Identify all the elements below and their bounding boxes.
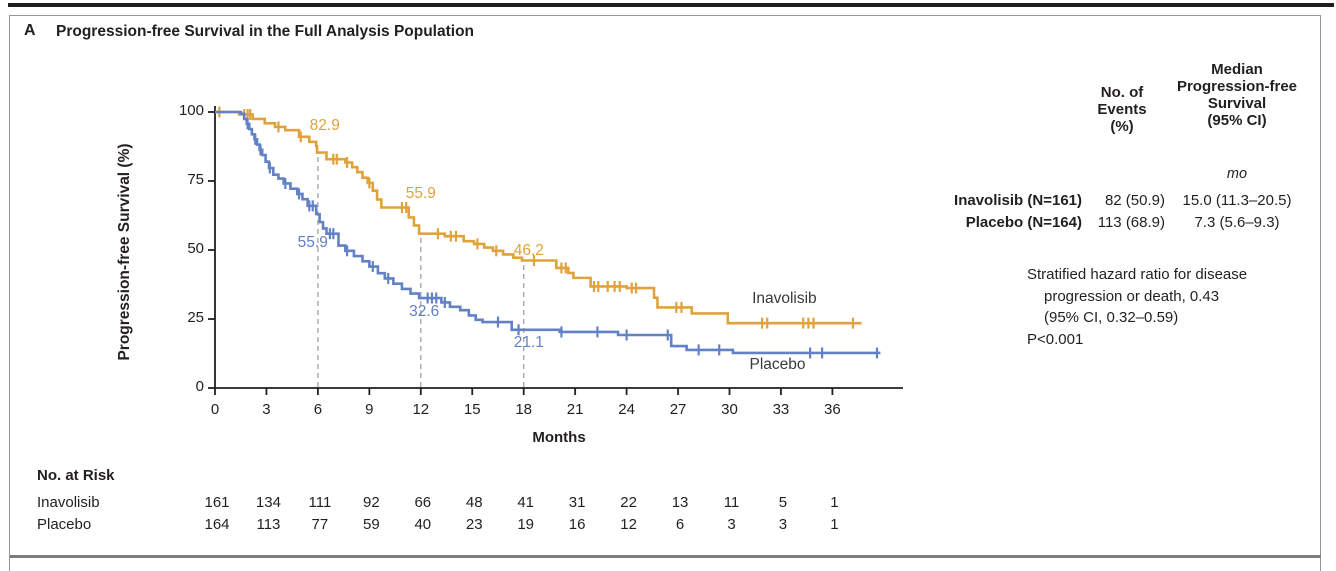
hazard-ratio-block: Stratified hazard ratio for disease prog… [1027, 264, 1327, 350]
top-rule [8, 3, 1334, 7]
summary-row-label: Inavolisib (N=161) [954, 192, 1082, 209]
hazard-ratio-line: progression or death, 0.43 [1044, 287, 1220, 305]
summary-row-labels: Inavolisib (N=161) Placebo (N=164) [930, 190, 1082, 234]
risk-row-label-inavolisib: Inavolisib [37, 494, 100, 511]
y-axis-title: Progression-free Survival (%) [116, 143, 133, 361]
summary-events-value: 82 (50.9) [1104, 192, 1165, 209]
panel-title: Progression-free Survival in the Full An… [56, 23, 475, 40]
section-divider [10, 555, 1321, 558]
header-line: (%) [1110, 118, 1134, 135]
header-line: Survival [1207, 95, 1267, 112]
risk-row-label-placebo: Placebo [37, 516, 92, 533]
summary-median-value: 15.0 (11.3–20.5) [1182, 192, 1292, 209]
summary-col-header-median: Median Progression-free Survival (95% CI… [1155, 61, 1319, 129]
summary-median-values: 15.0 (11.3–20.5) 7.3 (5.6–9.3) [1155, 190, 1319, 234]
x-axis-title: Months [532, 429, 586, 446]
risk-table-title: No. at Risk [37, 467, 115, 484]
summary-col-header-events: No. of Events (%) [1080, 84, 1164, 135]
hazard-ratio-line: (95% CI, 0.32–0.59) [1044, 309, 1179, 326]
hazard-ratio-line: Stratified hazard ratio for disease [1027, 266, 1248, 283]
summary-events-values: 82 (50.9) 113 (68.9) [1080, 190, 1165, 234]
panel-border [9, 15, 1321, 571]
p-value: P<0.001 [1027, 330, 1084, 348]
header-line: No. of [1100, 84, 1144, 101]
header-line: Events [1097, 101, 1147, 118]
unit-label: mo [1226, 166, 1248, 182]
summary-median-value: 7.3 (5.6–9.3) [1194, 214, 1280, 231]
header-line: Progression-free [1176, 78, 1298, 95]
header-line: (95% CI) [1207, 112, 1267, 129]
panel-letter: A [24, 22, 36, 39]
summary-row-label: Placebo (N=164) [965, 214, 1082, 231]
summary-events-value: 113 (68.9) [1097, 214, 1165, 231]
header-line: Median [1211, 61, 1263, 78]
